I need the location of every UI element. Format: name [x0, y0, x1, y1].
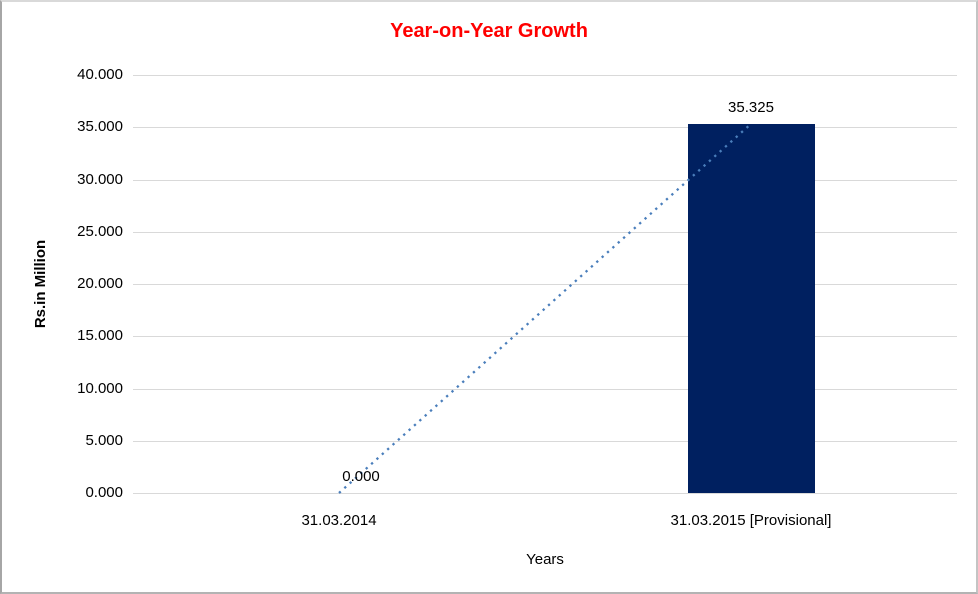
- x-category-label: 31.03.2014: [301, 512, 377, 529]
- chart-title: Year-on-Year Growth: [390, 20, 588, 42]
- y-tick-label: 0.000: [85, 484, 123, 501]
- y-tick-label: 20.000: [77, 275, 123, 292]
- x-axis-title: Years: [526, 551, 564, 568]
- gridline: [133, 493, 957, 494]
- gridline: [133, 180, 957, 181]
- plot-area: [133, 75, 957, 494]
- gridline: [133, 75, 957, 76]
- bar: [688, 124, 815, 493]
- gridline: [133, 127, 957, 128]
- gridline: [133, 284, 957, 285]
- y-tick-label: 15.000: [77, 327, 123, 344]
- gridline: [133, 232, 957, 233]
- y-tick-label: 40.000: [77, 66, 123, 83]
- x-category-label: 31.03.2015 [Provisional]: [670, 512, 832, 529]
- bar-data-label: 0.000: [342, 468, 380, 485]
- gridline: [133, 389, 957, 390]
- y-tick-label: 30.000: [77, 171, 123, 188]
- y-tick-label: 10.000: [77, 380, 123, 397]
- y-tick-label: 35.000: [77, 118, 123, 135]
- gridline: [133, 441, 957, 442]
- y-tick-label: 5.000: [85, 432, 123, 449]
- gridline: [133, 336, 957, 337]
- y-tick-label: 25.000: [77, 223, 123, 240]
- bar-data-label: 35.325: [728, 99, 774, 116]
